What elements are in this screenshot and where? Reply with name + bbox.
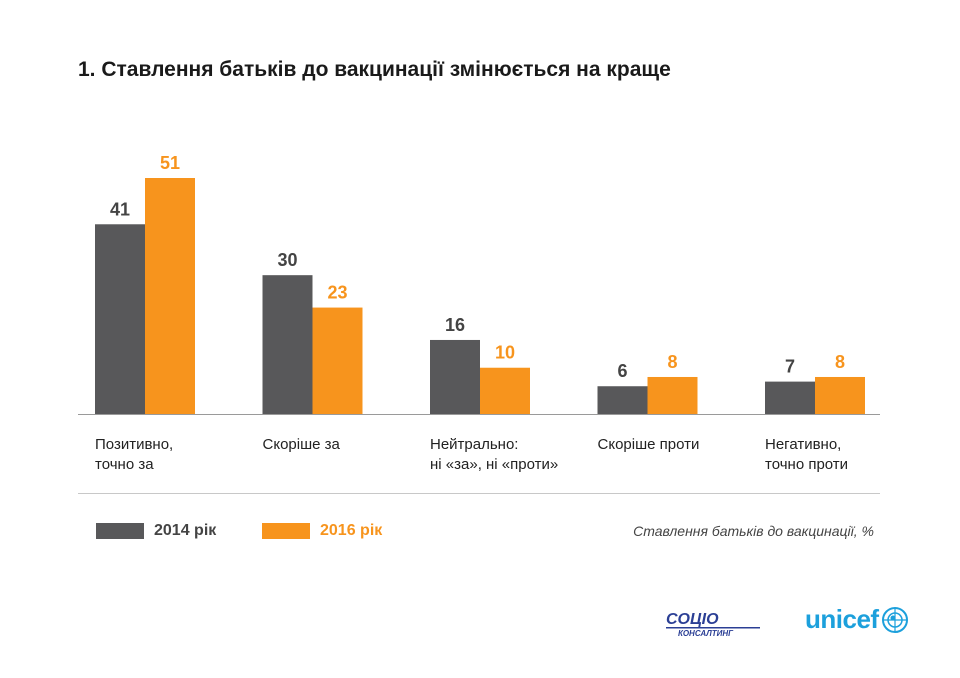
legend-item-2016: 2016 рік — [262, 522, 382, 540]
bar-2016-1 — [312, 307, 363, 414]
bar-2016-4 — [815, 376, 865, 414]
data-label-2014-2: 16 — [445, 315, 465, 335]
category-label-0: Позитивно, точно за — [95, 436, 174, 473]
unicef-emblem-icon — [881, 606, 908, 633]
data-label-2014-3: 6 — [617, 361, 627, 381]
category-label-1: Скоріше за — [262, 436, 340, 453]
unicef-logo-text: unicef — [805, 604, 879, 634]
socio-consulting-logo: СОЦІО КОНСАЛТИНГ — [664, 608, 764, 638]
data-label-2014-4: 7 — [785, 357, 795, 377]
category-label-4: Негативно, точно проти — [765, 436, 849, 473]
data-label-2016-3: 8 — [667, 352, 677, 372]
data-label-2016-4: 8 — [835, 352, 845, 372]
socio-logo-bottom-text: КОНСАЛТИНГ — [678, 629, 734, 638]
data-label-2014-0: 41 — [110, 199, 130, 219]
data-label-2016-1: 23 — [327, 283, 347, 303]
data-label-2014-1: 30 — [277, 250, 297, 270]
legend-item-2014: 2014 рік — [96, 522, 216, 540]
bar-2014-4 — [765, 381, 815, 414]
bar-2014-1 — [262, 275, 313, 414]
legend-swatch-2014 — [96, 523, 144, 539]
category-label-3: Скоріше проти — [597, 436, 700, 453]
legend-swatch-2016 — [262, 523, 310, 539]
category-label-2: Нейтрально: ні «за», ні «проти» — [430, 436, 559, 473]
bar-2016-0 — [145, 178, 195, 414]
socio-logo-top-text: СОЦІО — [666, 611, 719, 628]
bar-2014-2 — [430, 339, 480, 414]
separator-line — [78, 493, 880, 494]
data-label-2016-0: 51 — [160, 153, 180, 173]
bar-chart: 41 51 30 23 16 10 6 8 7 8 — [78, 153, 880, 415]
bar-2014-3 — [597, 386, 648, 414]
unicef-logo: unicef — [805, 604, 909, 635]
chart-note: Ставлення батьків до вакцинації, % — [633, 523, 874, 539]
bar-2016-3 — [647, 376, 698, 414]
legend-label-2014: 2014 рік — [154, 522, 217, 539]
bar-2016-2 — [480, 367, 530, 414]
bar-2014-0 — [95, 224, 145, 414]
data-label-2016-2: 10 — [495, 343, 515, 363]
legend-label-2016: 2016 рік — [320, 522, 383, 539]
chart-title: 1. Ставлення батьків до вакцинації зміню… — [78, 58, 671, 81]
